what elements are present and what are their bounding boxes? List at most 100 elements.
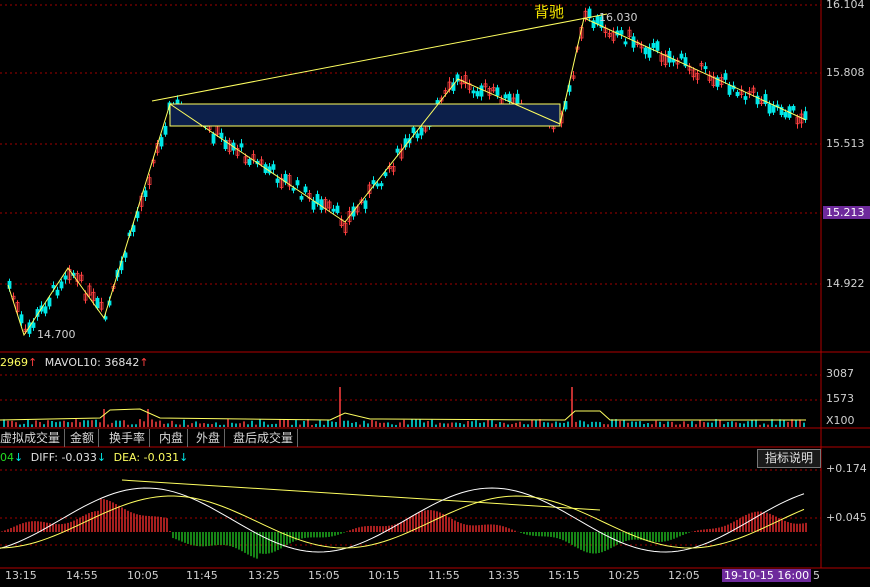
arrow-up-icon: ↑ <box>139 356 149 369</box>
candle-body <box>623 41 628 45</box>
tab-virtual-volume[interactable]: 虚拟成交量 <box>0 429 66 447</box>
consolidation-box <box>169 103 561 127</box>
candle-body <box>51 285 56 289</box>
candle-body <box>55 289 60 296</box>
low-price-label: 14.700 <box>37 328 76 341</box>
candle-body <box>359 199 364 204</box>
candle-body <box>779 106 784 116</box>
candlestick-series <box>7 6 808 338</box>
mavol10-label: MAVOL10: <box>44 356 101 369</box>
candle-body <box>287 175 292 187</box>
candle-body <box>607 32 612 37</box>
dea-line <box>0 495 805 549</box>
wave-line <box>7 17 807 337</box>
candle-body <box>643 47 648 55</box>
candle-body <box>611 31 616 41</box>
candle-body <box>763 94 768 105</box>
arrow-up-icon: ↑ <box>28 356 38 369</box>
candle-body <box>803 111 808 120</box>
candle-body <box>243 156 248 164</box>
macd-tick: +0.174 <box>826 462 867 475</box>
candle-body <box>599 16 604 28</box>
volume-bars <box>3 387 805 427</box>
candle-body <box>463 75 468 84</box>
macd-divergence-trendline <box>121 479 601 511</box>
tab-outer-volume[interactable]: 外盘 <box>192 429 226 447</box>
candle-body <box>479 85 484 97</box>
candle-body <box>19 314 24 324</box>
candle-body <box>791 105 796 111</box>
time-tick: 5 <box>813 569 820 582</box>
time-tick: 10:25 <box>608 569 640 582</box>
tab-after-hours-volume[interactable]: 盘后成交量 <box>229 429 299 447</box>
candle-body <box>723 73 728 80</box>
price-cursor-tick: 15.213 <box>823 206 870 219</box>
candle-body <box>795 116 800 125</box>
indicator-help-button[interactable]: 指标说明 <box>757 449 821 468</box>
candle-body <box>147 177 152 185</box>
candle-body <box>235 148 240 156</box>
time-tick: 10:15 <box>368 569 400 582</box>
time-tick: 15:15 <box>548 569 580 582</box>
candle-body <box>319 199 324 210</box>
candle-body <box>275 178 280 183</box>
candle-body <box>331 208 336 212</box>
candle-body <box>711 76 716 86</box>
candle-body <box>383 172 388 177</box>
arrow-down-icon: ↓ <box>14 451 24 464</box>
candle-body <box>227 140 232 152</box>
candle-body <box>315 194 320 204</box>
time-tick: 12:05 <box>668 569 700 582</box>
price-tick: 16.104 <box>826 0 865 11</box>
candle-body <box>663 54 668 66</box>
candle-body <box>419 127 424 136</box>
candle-body <box>311 200 316 210</box>
candle-body <box>379 183 384 187</box>
candle-body <box>399 148 404 159</box>
time-tick: 14:55 <box>66 569 98 582</box>
candle-body <box>783 112 788 118</box>
candle-body <box>619 30 624 35</box>
tab-turnover[interactable]: 换手率 <box>105 429 151 447</box>
candle-body <box>455 74 460 82</box>
time-tick: 15:05 <box>308 569 340 582</box>
candle-body <box>327 201 332 209</box>
candle-body <box>659 54 664 62</box>
candle-body <box>31 322 36 328</box>
candle-body <box>223 139 228 150</box>
candle-body <box>291 187 296 191</box>
candle-body <box>247 159 252 165</box>
high-price-label: 16.030 <box>599 11 638 24</box>
time-cursor-label: 19-10-15 16:00 <box>722 569 812 582</box>
tab-amount[interactable]: 金额 <box>66 429 100 447</box>
candle-body <box>159 137 164 147</box>
tab-inner-volume[interactable]: 内盘 <box>155 429 189 447</box>
candle-body <box>727 84 732 95</box>
candle-body <box>219 132 224 139</box>
candle-body <box>303 186 308 193</box>
time-tick: 11:55 <box>428 569 460 582</box>
candle-body <box>59 281 64 289</box>
candle-body <box>47 297 52 307</box>
candle-body <box>571 75 576 79</box>
time-tick: 10:05 <box>127 569 159 582</box>
candle-body <box>627 29 632 37</box>
price-tick: 15.513 <box>826 137 865 150</box>
candle-body <box>679 53 684 59</box>
candle-body <box>771 105 776 113</box>
candle-body <box>495 87 500 96</box>
candle-body <box>651 43 656 48</box>
dea-value: -0.031 <box>143 451 180 464</box>
divergence-label: 背驰 <box>534 3 565 21</box>
candle-body <box>15 302 20 312</box>
candle-body <box>63 275 68 280</box>
mavol-line <box>0 408 806 421</box>
time-tick: 13:35 <box>488 569 520 582</box>
candle-body <box>503 94 508 99</box>
mavol5-value: 2969 <box>0 356 28 369</box>
time-tick: 13:15 <box>5 569 37 582</box>
mavol10-value: 36842 <box>104 356 140 369</box>
time-tick: 13:25 <box>248 569 280 582</box>
candle-body <box>439 97 444 102</box>
